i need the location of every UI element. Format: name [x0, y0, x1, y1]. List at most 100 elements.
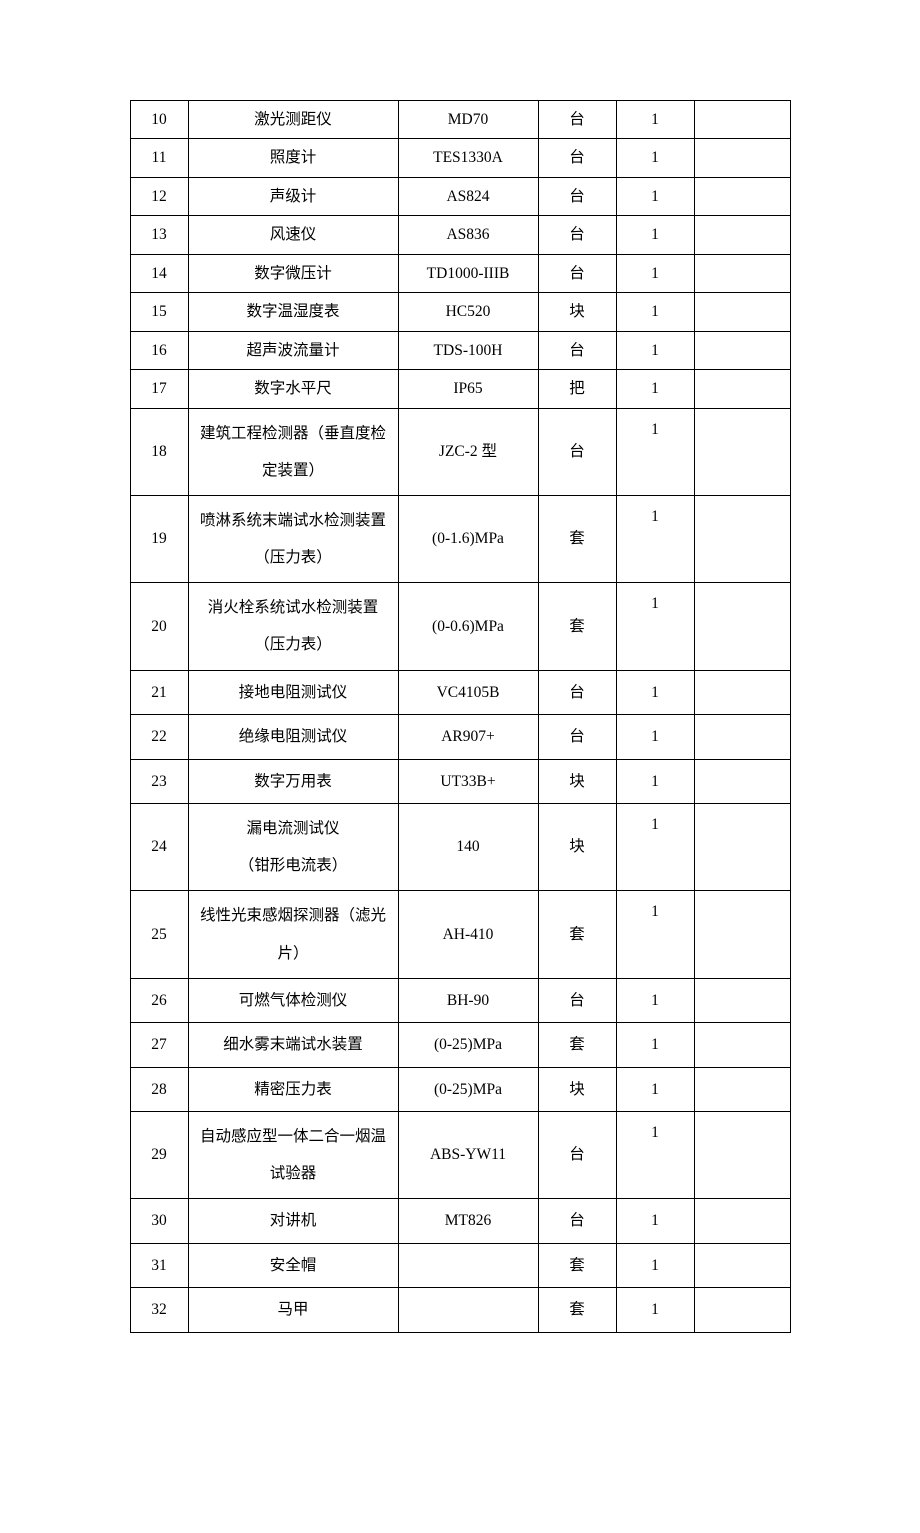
cell-model: HC520 [398, 293, 538, 331]
cell-name: 细水雾末端试水装置 [188, 1023, 398, 1067]
cell-model: (0-1.6)MPa [398, 495, 538, 582]
cell-model: AR907+ [398, 715, 538, 759]
cell-note [694, 1199, 790, 1243]
cell-qty: 1 [616, 177, 694, 215]
cell-name: 喷淋系统末端试水检测装置（压力表） [188, 495, 398, 582]
cell-qty: 1 [616, 1199, 694, 1243]
cell-index: 26 [130, 978, 188, 1022]
cell-note [694, 670, 790, 714]
table-body: 10激光测距仪MD70台111照度计TES1330A台112声级计AS824台1… [130, 101, 790, 1333]
cell-index: 20 [130, 583, 188, 670]
cell-note [694, 408, 790, 495]
cell-qty: 1 [616, 1067, 694, 1111]
equipment-table: 10激光测距仪MD70台111照度计TES1330A台112声级计AS824台1… [130, 100, 791, 1333]
table-row: 31安全帽套1 [130, 1243, 790, 1287]
cell-note [694, 177, 790, 215]
cell-name: 漏电流测试仪（钳形电流表） [188, 803, 398, 890]
cell-model: JZC-2 型 [398, 408, 538, 495]
cell-qty: 1 [616, 370, 694, 408]
cell-model: TD1000-IIIB [398, 254, 538, 292]
cell-model: AS824 [398, 177, 538, 215]
cell-index: 25 [130, 891, 188, 978]
table-row: 19喷淋系统末端试水检测装置（压力表）(0-1.6)MPa套1 [130, 495, 790, 582]
cell-index: 19 [130, 495, 188, 582]
cell-name: 对讲机 [188, 1199, 398, 1243]
cell-unit: 台 [538, 670, 616, 714]
cell-model: AS836 [398, 216, 538, 254]
cell-unit: 台 [538, 978, 616, 1022]
cell-name: 声级计 [188, 177, 398, 215]
cell-unit: 台 [538, 139, 616, 177]
cell-model [398, 1243, 538, 1287]
cell-model: BH-90 [398, 978, 538, 1022]
cell-unit: 台 [538, 216, 616, 254]
cell-index: 11 [130, 139, 188, 177]
cell-qty: 1 [616, 139, 694, 177]
cell-unit: 块 [538, 759, 616, 803]
cell-name: 接地电阻测试仪 [188, 670, 398, 714]
cell-index: 12 [130, 177, 188, 215]
cell-name: 马甲 [188, 1288, 398, 1332]
table-row: 12声级计AS824台1 [130, 177, 790, 215]
cell-model: VC4105B [398, 670, 538, 714]
cell-qty: 1 [616, 583, 694, 670]
cell-name: 数字温湿度表 [188, 293, 398, 331]
table-row: 14数字微压计TD1000-IIIB台1 [130, 254, 790, 292]
cell-qty: 1 [616, 759, 694, 803]
cell-note [694, 331, 790, 369]
cell-qty: 1 [616, 978, 694, 1022]
cell-unit: 台 [538, 101, 616, 139]
cell-model: IP65 [398, 370, 538, 408]
table-row: 13风速仪AS836台1 [130, 216, 790, 254]
cell-note [694, 293, 790, 331]
cell-note [694, 254, 790, 292]
cell-index: 31 [130, 1243, 188, 1287]
table-row: 17数字水平尺IP65把1 [130, 370, 790, 408]
cell-index: 13 [130, 216, 188, 254]
cell-index: 17 [130, 370, 188, 408]
cell-note [694, 1243, 790, 1287]
table-row: 23数字万用表UT33B+块1 [130, 759, 790, 803]
cell-name: 数字微压计 [188, 254, 398, 292]
cell-index: 14 [130, 254, 188, 292]
table-row: 22绝缘电阻测试仪AR907+台1 [130, 715, 790, 759]
cell-note [694, 803, 790, 890]
cell-unit: 套 [538, 495, 616, 582]
cell-name: 风速仪 [188, 216, 398, 254]
cell-unit: 块 [538, 803, 616, 890]
cell-index: 24 [130, 803, 188, 890]
cell-index: 32 [130, 1288, 188, 1332]
cell-model: ABS-YW11 [398, 1112, 538, 1199]
cell-index: 28 [130, 1067, 188, 1111]
cell-index: 22 [130, 715, 188, 759]
cell-unit: 台 [538, 1112, 616, 1199]
cell-note [694, 1288, 790, 1332]
cell-note [694, 139, 790, 177]
cell-model: TES1330A [398, 139, 538, 177]
cell-qty: 1 [616, 891, 694, 978]
cell-note [694, 495, 790, 582]
cell-note [694, 891, 790, 978]
table-row: 29自动感应型一体二合一烟温试验器ABS-YW11台1 [130, 1112, 790, 1199]
cell-note [694, 759, 790, 803]
cell-name: 超声波流量计 [188, 331, 398, 369]
cell-model: MD70 [398, 101, 538, 139]
cell-qty: 1 [616, 715, 694, 759]
cell-unit: 套 [538, 583, 616, 670]
cell-index: 10 [130, 101, 188, 139]
table-row: 24漏电流测试仪（钳形电流表）140块1 [130, 803, 790, 890]
cell-qty: 1 [616, 1243, 694, 1287]
cell-unit: 把 [538, 370, 616, 408]
cell-name: 消火栓系统试水检测装置（压力表） [188, 583, 398, 670]
cell-name: 数字万用表 [188, 759, 398, 803]
cell-note [694, 216, 790, 254]
cell-qty: 1 [616, 1023, 694, 1067]
table-row: 18建筑工程检测器（垂直度检定装置）JZC-2 型台1 [130, 408, 790, 495]
cell-model: AH-410 [398, 891, 538, 978]
cell-model: UT33B+ [398, 759, 538, 803]
table-row: 21接地电阻测试仪VC4105B台1 [130, 670, 790, 714]
cell-qty: 1 [616, 670, 694, 714]
cell-name: 照度计 [188, 139, 398, 177]
cell-name: 绝缘电阻测试仪 [188, 715, 398, 759]
table-row: 16超声波流量计TDS-100H台1 [130, 331, 790, 369]
